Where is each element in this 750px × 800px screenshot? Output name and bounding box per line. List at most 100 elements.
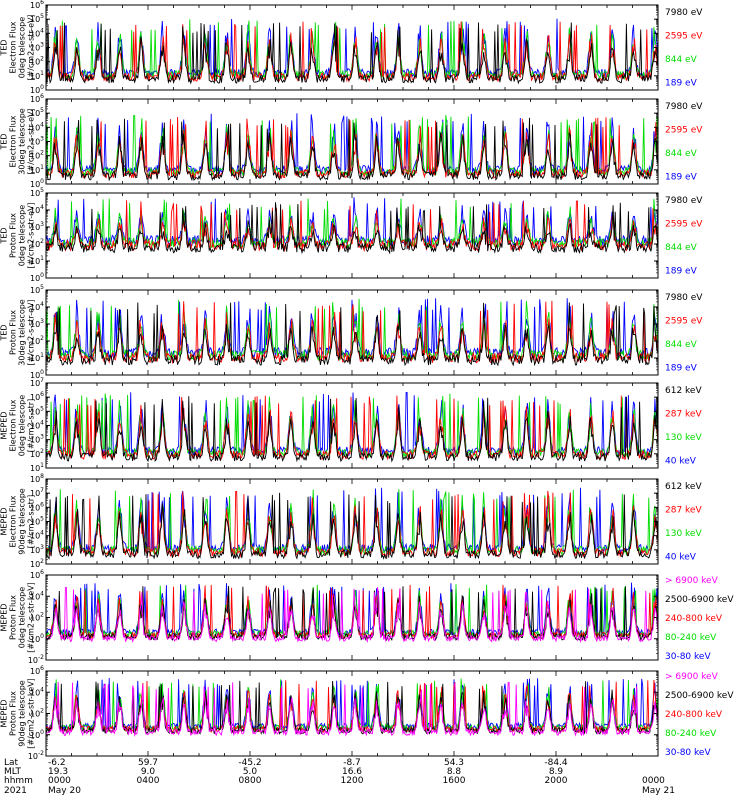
plot-area [46,677,658,737]
y-tick-label: 100 [30,84,44,95]
legend-entry: 2595 eV [665,317,703,327]
x-axis-value-lat: 54.3 [444,758,464,768]
y-axis-label-line: Proton Flux [9,691,18,736]
plot-frame [45,574,659,661]
y-axis-label-line: [#/cm2-s-str] [27,495,36,548]
legend-entry: 30-80 keV [665,748,711,758]
y-tick-exponent: 4 [40,590,44,597]
series-line-2 [46,585,658,642]
series-line-2 [46,395,658,461]
y-tick-label: 102 [30,612,44,623]
legend-entry: 40 keV [665,553,697,563]
y-tick-label: 104 [30,121,44,132]
y-tick-label: 104 [30,420,44,431]
y-axis-label-line: 0deg telescope [18,205,27,266]
x-axis-value-lat: -84.4 [544,758,568,768]
x-axis-value-mlt: 16.6 [342,767,362,777]
legend-entry: 612 keV [665,482,702,492]
y-tick-label: 104 [30,530,44,541]
legend-entry: 40 keV [665,457,697,467]
y-tick-exponent: 0 [40,178,44,185]
y-tick-label: 10-2 [28,750,44,761]
x-axis-value-mlt: 8.9 [549,767,564,777]
series-line-1 [46,202,658,255]
legend-entry: 7980 eV [665,8,703,18]
y-tick-label: 101 [30,164,44,175]
y-tick-label: 106 [30,93,44,104]
legend-entry: 844 eV [665,149,698,159]
y-tick-label: 102 [30,708,44,719]
y-tick-label: 103 [30,42,44,53]
y-tick-label: 101 [30,352,44,363]
legend-entry: 612 keV [665,386,702,396]
y-axis-label: MEPED Proton Flux 0deg telescope [#/cm2-s-s… [0,582,36,653]
y-tick-exponent: 2 [40,558,44,565]
x-axis-value-hhmm: 1600 [443,776,466,786]
series-line-1 [46,396,658,463]
y-tick-label: 105 [30,284,44,295]
y-axis-label-line: Electron Flux [9,21,18,73]
y-axis-label-line: TED [0,39,9,56]
x-axis-value-hhmm: 2000 [545,776,568,786]
x-axis-value-lat: -8.7 [343,758,361,768]
y-axis-label-line: 90deg telescope [18,488,27,555]
legend: 612 keV 287 keV 130 keV 40 keV [665,386,702,467]
y-tick-label: 106 [30,569,44,580]
y-tick-exponent: 6 [40,501,44,508]
y-tick-exponent: 2 [40,612,44,619]
y-tick-exponent: 6 [40,391,44,398]
y-axis-label-line: Proton Flux [9,213,18,258]
x-axis-value-lat: 59.7 [138,758,158,768]
y-tick-exponent: 3 [40,318,44,325]
y-tick-label: 103 [30,544,44,555]
y-axis-label-line: 30deg telescope [18,299,27,366]
x-axis-value-mlt: 5.0 [243,767,258,777]
series-line-1 [46,302,658,367]
y-tick-label: 104 [30,301,44,312]
panel-5: 101 102 103 104 105 106 107 MEPED Electron Flux 0… [0,377,702,473]
y-tick-exponent: 0 [40,633,44,640]
y-tick-label: 100 [30,369,44,380]
x-axis-value-hhmm: 0400 [137,776,160,786]
y-tick-exponent: 1 [40,352,44,359]
x-axis-value-lat: -6.2 [48,758,66,768]
plot-area [46,113,658,182]
series-line-1 [46,681,658,737]
y-tick-exponent: 4 [40,420,44,427]
y-axis-label-line: Proton Flux [9,310,18,355]
y-axis-label-line: [#/cm2-s-str-keV] [27,678,36,749]
legend-entry: 2595 eV [665,32,703,42]
y-tick-exponent: 3 [40,544,44,551]
y-tick-label: 102 [30,335,44,346]
plot-area [46,391,658,463]
y-tick-label: 108 [30,473,44,484]
y-tick-exponent: 5 [40,284,44,291]
y-tick-label: 103 [30,434,44,445]
y-tick-label: 102 [30,56,44,67]
y-axis-label-line: MEPED [0,412,9,440]
y-axis-label-line: TED [0,227,9,244]
y-tick-exponent: 2 [40,150,44,157]
y-axis-label-line: Electron Flux [9,495,18,547]
y-tick-exponent: 7 [40,487,44,494]
y-axis-label: MEPED Electron Flux 90deg telescope [#/cm2-… [0,488,36,555]
y-tick-label: 101 [30,462,44,473]
panel-7: 10-2 100 102 104 106 MEPED Proton Flux 0deg tel… [0,569,734,665]
y-tick-label: 103 [30,221,44,232]
x-axis-value-hhmm: 1200 [341,776,364,786]
legend: 7980 eV 2595 eV 844 eV 189 eV [665,196,703,277]
y-tick-label: 106 [30,665,44,676]
y-tick-label: 106 [30,501,44,512]
y-tick-exponent: 1 [40,462,44,469]
y-tick-label: 104 [30,204,44,215]
y-tick-label: 101 [30,255,44,266]
y-tick-exponent: 6 [40,665,44,672]
legend-entry: 2500-6900 keV [665,595,734,605]
y-tick-exponent: 5 [40,107,44,114]
legend-entry: 130 keV [665,529,702,539]
y-tick-exponent: 3 [40,42,44,49]
y-tick-label: 105 [30,516,44,527]
